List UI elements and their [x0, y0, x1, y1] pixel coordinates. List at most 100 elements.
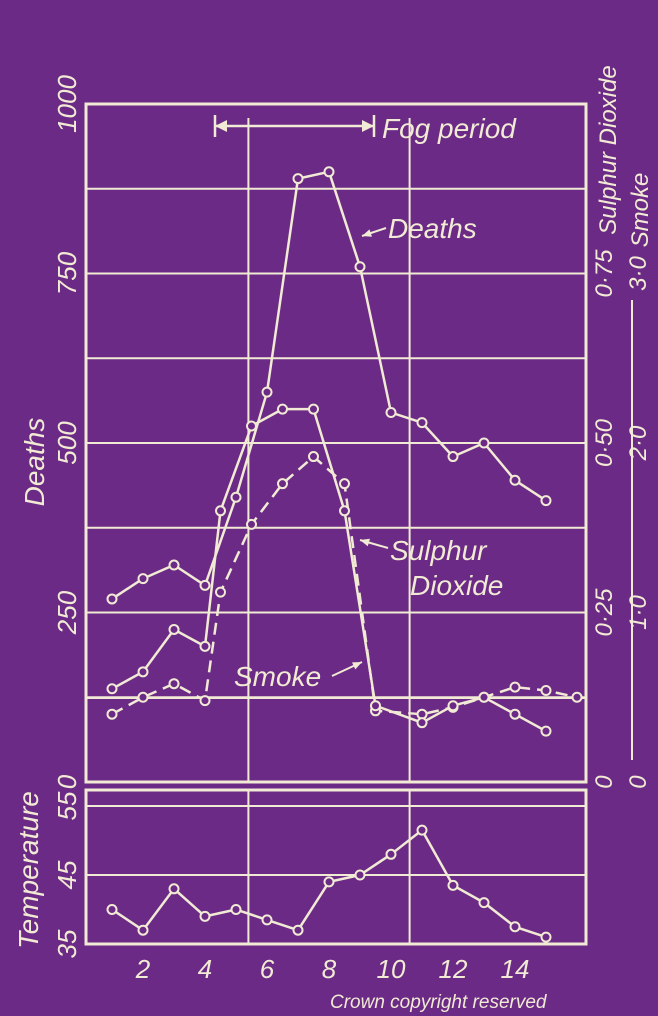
x-tick-label: 4	[198, 954, 212, 984]
x-tick-label: 14	[501, 954, 530, 984]
deaths-tick-label: 250	[52, 590, 82, 635]
smoke-series-point	[447, 700, 459, 712]
deaths-series-point	[106, 593, 118, 605]
labels-layer: 0 250 500 750 1000 0 0·25 0·50 0·75 0 1·0 2·0 3·0 35 4…	[52, 75, 652, 984]
deaths-series-point	[168, 559, 180, 571]
smoke-series-point	[246, 420, 257, 432]
sulphur-annotation: Sulphur	[390, 535, 488, 566]
temperature-grid	[84, 788, 588, 946]
smoke-series-point	[199, 640, 211, 652]
temperature-series-point	[354, 869, 366, 881]
smoke-series-point	[308, 403, 319, 415]
x-tick-label: 10	[377, 954, 406, 984]
smoke-tick-label: 3·0	[625, 256, 652, 291]
temperature-series-point	[199, 910, 211, 922]
temperature-series-point	[261, 914, 273, 926]
temperature-series-point	[137, 924, 149, 936]
fog-period-arrowhead-left	[215, 120, 227, 132]
smoke-series-point	[215, 505, 226, 517]
deaths-series-point	[385, 406, 397, 418]
deaths-series-point	[199, 579, 211, 591]
sulphur-dioxide-series-point	[106, 708, 118, 720]
temperature-series-point	[385, 848, 397, 860]
deaths-series-point	[323, 166, 335, 178]
x-tick-label: 6	[260, 954, 275, 984]
temperature-series-point	[540, 931, 552, 943]
sulphur-dioxide-series-point	[277, 478, 288, 490]
smoke-series-point	[277, 403, 288, 415]
sulphur-dioxide-series-point	[339, 478, 350, 490]
sulphur-dioxide-series-point	[137, 691, 149, 703]
temperature-series-point	[416, 824, 428, 836]
sulphur-dioxide-series-point	[168, 678, 180, 690]
fog-period-label: Fog period	[382, 113, 517, 144]
sulphur-tick-label: 0·25	[591, 588, 618, 637]
temperature-axis-label: Temperature	[13, 791, 44, 949]
smoke-series-point	[370, 700, 381, 712]
temperature-series-point	[509, 921, 521, 933]
deaths-series-point	[447, 451, 459, 463]
smoke-annotation: Smoke	[234, 661, 321, 692]
deaths-series-point	[478, 437, 490, 449]
temperature-tick-label: 55	[52, 791, 82, 820]
smoke-tick-label: 0	[625, 775, 652, 789]
deaths-axis-label: Deaths	[19, 418, 50, 507]
smoke-series-point	[478, 691, 490, 703]
x-tick-label: 12	[439, 954, 468, 984]
smoke-series-point	[168, 623, 180, 635]
temperature-series-point	[106, 904, 118, 915]
deaths-series-point	[354, 261, 366, 273]
sulphur-tick-label: 0·75	[591, 249, 618, 298]
deaths-series-point	[416, 417, 428, 429]
deaths-tick-label: 0	[52, 774, 82, 789]
smoke-series-point	[540, 725, 552, 737]
deaths-series-point	[540, 495, 552, 507]
deaths-series-point	[509, 474, 521, 486]
temperature-tick-label: 35	[52, 929, 82, 958]
temperature-series-point	[168, 883, 180, 895]
sulphur-dioxide-series-line	[111, 455, 578, 716]
temperature-plot-frame	[84, 788, 588, 946]
dioxide-annotation: Dioxide	[410, 570, 503, 601]
sulphur-tick-label: 0	[591, 775, 618, 789]
smoke-axis-label: Smoke	[627, 173, 654, 248]
deaths-tick-label: 500	[52, 421, 82, 465]
smoke-tick-label: 2·0	[625, 425, 652, 461]
x-tick-label: 2	[135, 954, 151, 984]
fog-period-arrowhead-right	[362, 120, 374, 132]
smoke-series-point	[106, 683, 118, 695]
temperature-series-point	[292, 924, 304, 936]
smoke-series-point	[137, 666, 149, 678]
sulphur-dioxide-series-point	[509, 681, 521, 693]
deaths-series-point	[261, 386, 273, 398]
sulphur-dioxide-series-point	[308, 451, 319, 463]
deaths-annotation: Deaths	[388, 213, 477, 244]
sulphur-dioxide-series-point	[571, 691, 583, 703]
smoke-series-point	[416, 717, 428, 729]
temperature-series-point	[230, 904, 242, 915]
sulphur-tick-label: 0·50	[591, 418, 618, 467]
sulphur-dioxide-series-point	[215, 586, 226, 598]
sulphur-dioxide-series-point	[199, 695, 211, 707]
temperature-tick-label: 45	[52, 860, 82, 889]
main-grid	[84, 102, 633, 784]
deaths-tick-label: 1000	[52, 75, 82, 133]
deaths-series-point	[292, 173, 304, 185]
smoke-series-point	[339, 505, 350, 517]
smoke-tick-label: 1·0	[625, 595, 652, 630]
sulphur-annotation-arrowhead	[360, 538, 370, 547]
deaths-tick-label: 750	[52, 251, 82, 295]
series-layer	[106, 166, 583, 943]
smoke-annotation-arrowhead	[352, 662, 362, 670]
x-tick-label: 8	[322, 954, 337, 984]
deaths-series-point	[230, 491, 242, 503]
sulphur-dioxide-series-point	[540, 684, 552, 696]
temperature-series-point	[478, 897, 490, 909]
smoke-series-point	[509, 708, 521, 720]
deaths-annotation-arrowhead	[362, 229, 372, 237]
copyright-footer: Crown copyright reserved	[330, 992, 548, 1013]
temperature-series-point	[447, 879, 459, 891]
temperature-series-point	[323, 876, 335, 888]
sulphur-dioxide-series-point	[246, 518, 257, 530]
